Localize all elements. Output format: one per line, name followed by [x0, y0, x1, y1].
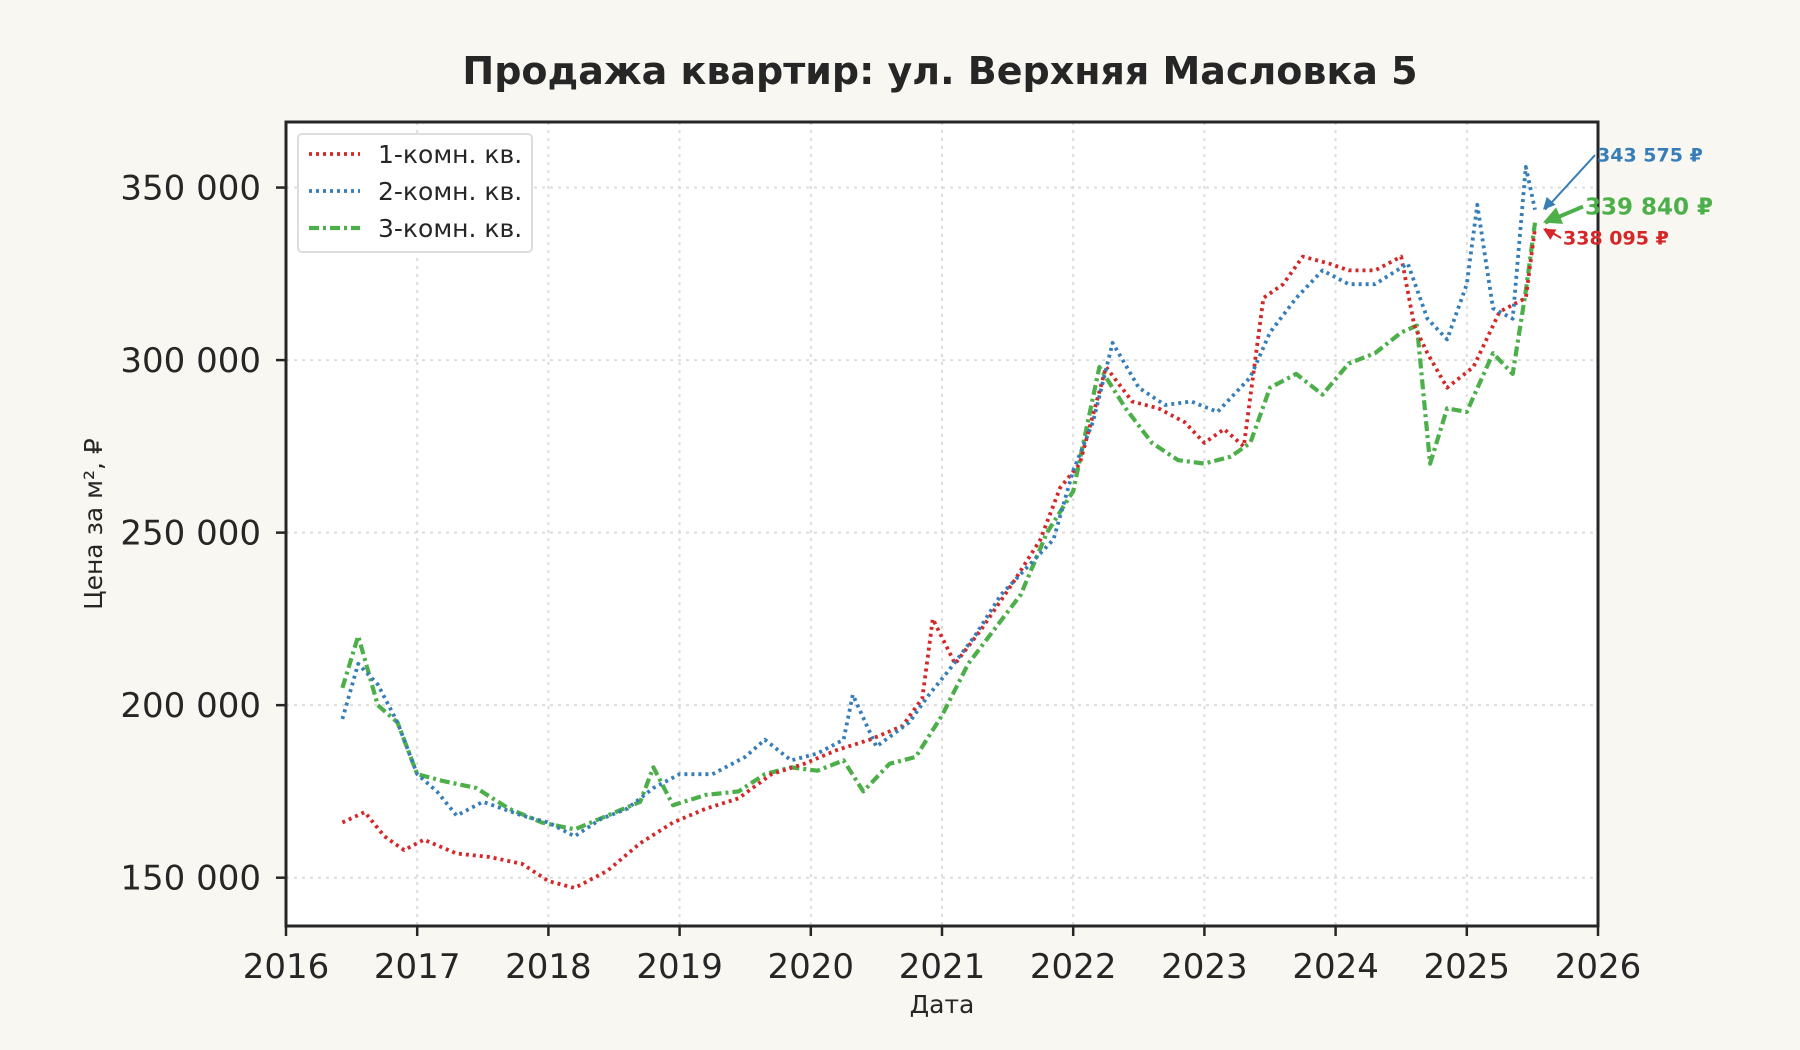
x-grid: [416, 122, 1468, 926]
annotation-label: 343 575 ₽: [1597, 145, 1703, 167]
x-tick-label: 2022: [1030, 947, 1117, 987]
x-tick-label: 2021: [899, 947, 986, 987]
y-tick-label: 300 000: [120, 341, 261, 381]
annotation-label: 339 840 ₽: [1585, 195, 1713, 221]
annotation-arrowhead: [1543, 196, 1556, 210]
legend-label-3-room: 3-комн. кв.: [378, 214, 522, 243]
x-tick-label: 2019: [636, 947, 723, 987]
x-axis-ticks: 2016 2017 2018 2019 2020 2021 2022 2023 2024 2025…: [243, 926, 1642, 987]
annotation-label: 338 095 ₽: [1563, 228, 1669, 250]
x-tick-label: 2016: [243, 947, 330, 987]
legend-label-2-room: 2-комн. кв.: [378, 177, 522, 206]
x-tick-label: 2024: [1292, 947, 1379, 987]
y-tick-label: 250 000: [120, 514, 261, 554]
series-line-2-room: [340, 165, 1537, 839]
x-tick-label: 2017: [374, 947, 461, 987]
legend: 1-комн. кв. 2-комн. кв. 3-комн. кв.: [297, 133, 533, 253]
y-axis-label: Цена за м², ₽: [79, 438, 108, 610]
series-layer: [340, 165, 1538, 890]
chart-title: Продажа квартир: ул. Верхняя Масловка 5: [462, 49, 1417, 93]
last-value-annotations: 343 575 ₽ 339 840 ₽ 338 095 ₽: [1543, 145, 1713, 250]
x-tick-label: 2025: [1424, 947, 1511, 987]
annotation-arrow: [1544, 154, 1596, 211]
y-tick-label: 150 000: [120, 859, 261, 899]
x-tick-label: 2018: [505, 947, 592, 987]
x-axis-label: Дата: [910, 990, 975, 1019]
series-line-3-room: [340, 222, 1538, 832]
x-tick-label: 2020: [768, 947, 855, 987]
x-tick-label: 2023: [1161, 947, 1248, 987]
annotation-arrowhead: [1543, 228, 1557, 240]
y-axis-ticks: 150 000 200 000 250 000 300 000 350 000: [120, 169, 286, 899]
legend-box: [297, 133, 533, 253]
y-tick-label: 350 000: [120, 169, 261, 209]
x-tick-label: 2026: [1555, 947, 1642, 987]
series-line-1-room: [341, 228, 1537, 890]
annotation-arrowhead: [1543, 207, 1564, 224]
y-tick-label: 200 000: [120, 686, 261, 726]
legend-label-1-room: 1-комн. кв.: [378, 140, 522, 169]
